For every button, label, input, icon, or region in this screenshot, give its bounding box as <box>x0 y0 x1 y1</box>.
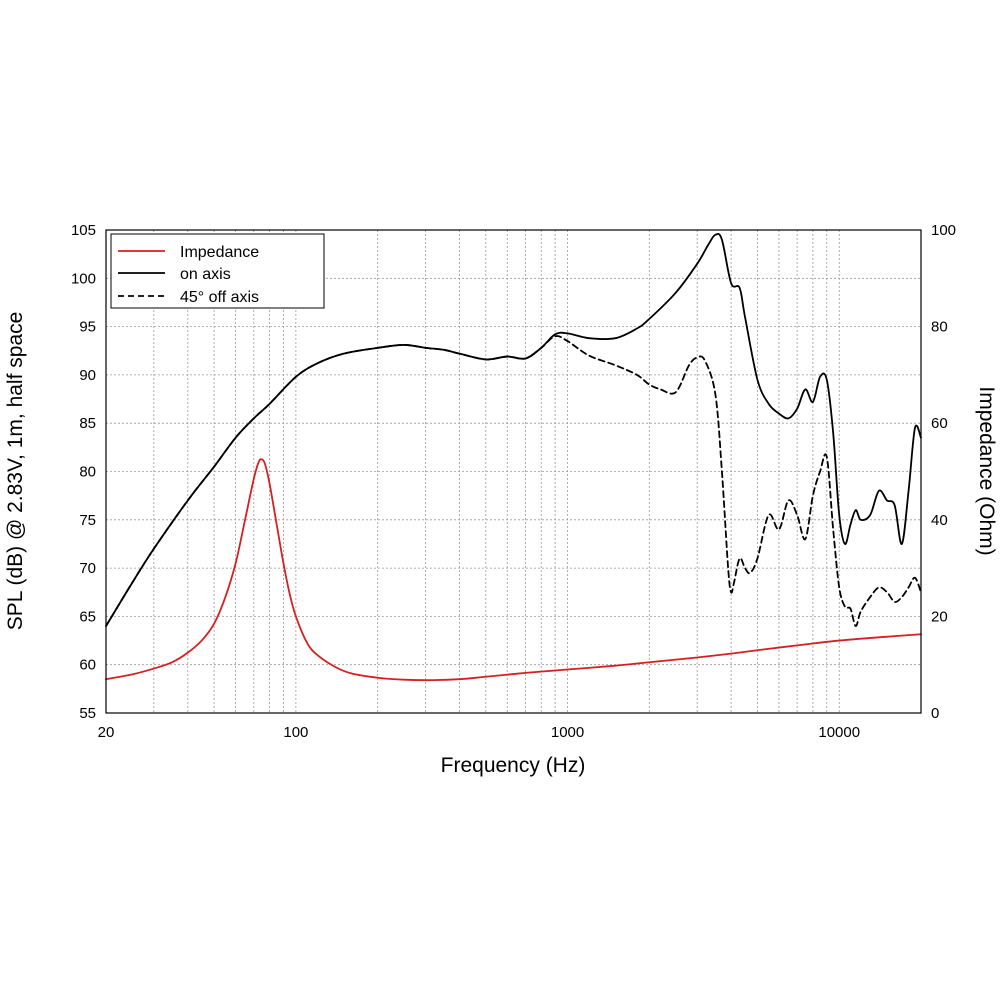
y-axis-label-left: SPL (dB) @ 2.83V, 1m, half space <box>4 312 27 631</box>
legend-box <box>110 233 325 309</box>
y-tick-label-left: 55 <box>79 705 96 722</box>
y-tick-label-left: 105 <box>71 222 96 239</box>
legend-label-off-axis: 45° off axis <box>180 289 259 306</box>
legend-label-impedance: Impedance <box>180 244 259 261</box>
y-tick-label-right: 40 <box>931 512 948 529</box>
y-tick-label-left: 60 <box>79 657 96 674</box>
tick-labels: 20 100 1000 10000 55 60 65 70 75 80 85 90 95 100 105 0 2… <box>71 222 956 741</box>
y-tick-label-right: 60 <box>931 415 948 432</box>
x-axis-label: Frequency (Hz) <box>441 754 586 777</box>
plot-frame <box>105 229 922 714</box>
y-tick-label-right: 0 <box>931 705 939 722</box>
x-tick-label: 20 <box>98 724 115 741</box>
off-axis-line <box>105 335 922 627</box>
y-tick-label-left: 95 <box>79 319 96 336</box>
y-tick-label-right: 20 <box>931 608 948 625</box>
grid <box>106 230 921 713</box>
y-axis-label-right: Impedance (Ohm) <box>975 386 998 555</box>
y-tick-label-left: 85 <box>79 415 96 432</box>
y-tick-label-left: 75 <box>79 512 96 529</box>
y-tick-label-left: 80 <box>79 464 96 481</box>
legend-label-on-axis: on axis <box>180 266 231 283</box>
y-tick-label-right: 80 <box>931 319 948 336</box>
y-tick-label-left: 90 <box>79 367 96 384</box>
y-tick-label-right: 100 <box>931 222 956 239</box>
x-tick-label: 10000 <box>818 724 860 741</box>
series-layer <box>105 232 922 682</box>
x-tick-label: 100 <box>283 724 308 741</box>
legend: Impedance on axis 45° off axis <box>110 233 325 309</box>
impedance-line <box>105 458 922 682</box>
y-tick-label-left: 70 <box>79 560 96 577</box>
x-tick-label: 1000 <box>551 724 584 741</box>
y-tick-label-left: 100 <box>71 270 96 287</box>
y-tick-label-left: 65 <box>79 608 96 625</box>
